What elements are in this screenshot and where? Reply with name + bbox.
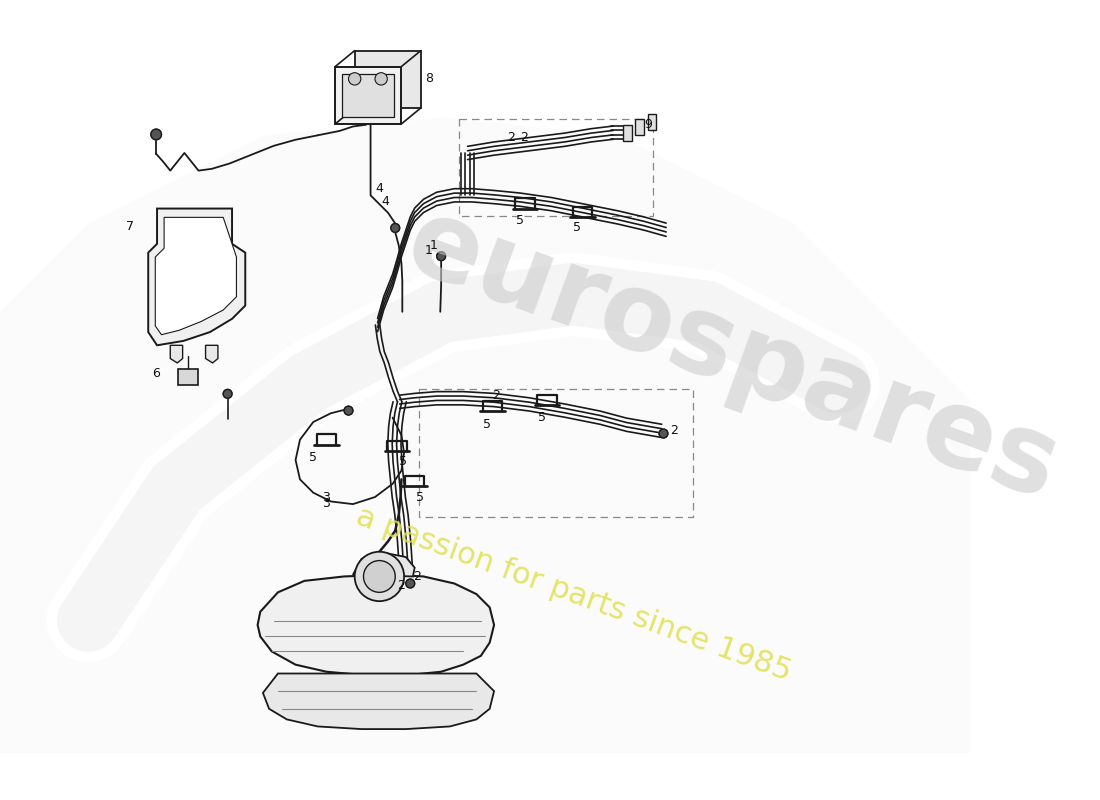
Polygon shape (170, 346, 183, 363)
Circle shape (223, 390, 232, 398)
Polygon shape (336, 66, 402, 124)
Text: 6: 6 (152, 367, 160, 380)
Bar (459, 119, 653, 217)
Text: 5: 5 (516, 214, 524, 226)
Text: 5: 5 (399, 455, 407, 468)
Polygon shape (0, 118, 970, 753)
Text: 1: 1 (425, 243, 432, 257)
Text: 9: 9 (645, 118, 652, 131)
Text: eurospares: eurospares (392, 189, 1072, 523)
Circle shape (375, 73, 387, 85)
Circle shape (363, 561, 395, 592)
Polygon shape (635, 119, 645, 135)
Polygon shape (206, 346, 218, 363)
Text: 3: 3 (322, 490, 330, 503)
Text: 2: 2 (507, 131, 515, 145)
Text: 4: 4 (375, 182, 383, 194)
Polygon shape (353, 553, 415, 577)
Polygon shape (257, 574, 494, 675)
Polygon shape (354, 50, 421, 108)
Circle shape (344, 406, 353, 415)
Text: 3: 3 (322, 497, 330, 510)
Circle shape (659, 429, 668, 438)
Text: 5: 5 (538, 411, 547, 424)
Text: 5: 5 (573, 222, 582, 234)
Text: 2: 2 (397, 578, 405, 592)
Circle shape (349, 73, 361, 85)
Text: 2: 2 (412, 570, 421, 583)
Text: 2: 2 (493, 389, 500, 402)
Text: 7: 7 (126, 220, 134, 233)
Text: 2: 2 (671, 424, 679, 438)
Text: a passion for parts since 1985: a passion for parts since 1985 (352, 502, 795, 686)
Polygon shape (342, 74, 395, 117)
Text: 5: 5 (417, 490, 425, 503)
Text: 2: 2 (520, 131, 528, 145)
Circle shape (406, 579, 415, 588)
Circle shape (437, 252, 446, 261)
Polygon shape (648, 114, 657, 130)
Text: 5: 5 (309, 451, 317, 464)
Polygon shape (263, 674, 494, 729)
Polygon shape (148, 209, 245, 346)
Circle shape (151, 129, 162, 140)
Text: 4: 4 (381, 195, 389, 208)
Text: 8: 8 (426, 72, 433, 86)
Circle shape (390, 223, 399, 232)
Bar (419, 390, 693, 518)
Text: 5: 5 (484, 418, 492, 431)
Text: 1: 1 (430, 239, 438, 252)
Polygon shape (155, 218, 236, 334)
Polygon shape (178, 369, 198, 385)
Circle shape (354, 552, 404, 601)
Polygon shape (623, 125, 631, 141)
